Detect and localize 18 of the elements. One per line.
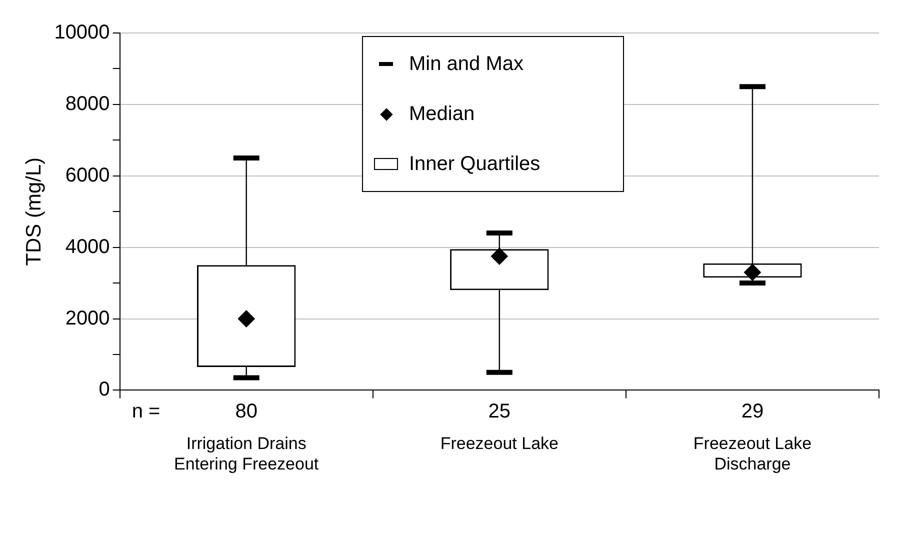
text: n = (132, 400, 160, 423)
x-tick-label: Freezeout Lake (440, 434, 558, 454)
text: 29 (741, 400, 764, 423)
annotation: Min and Max (409, 52, 524, 76)
y-axis-title: TDS (mg/L) (22, 157, 46, 266)
y-tick-label: 10000 (54, 22, 110, 44)
legend-box: Min and Max Median Inner Quartiles (362, 36, 624, 192)
x-tick-label: Irrigation Drains Entering Freezeout (174, 434, 319, 474)
y-tick-label: 0 (98, 378, 110, 401)
y-tick-label: 4000 (65, 236, 110, 258)
annotation: Inner Quartiles (409, 152, 540, 176)
annotation: Median (409, 102, 475, 126)
y-tick-label: 6000 (65, 164, 110, 186)
y-tick-label: 8000 (65, 92, 110, 115)
x-tick-label: Freezeout Lake Discharge (693, 434, 812, 474)
text: 80 (235, 400, 258, 423)
y-tick-label: 2000 (65, 307, 110, 330)
text: 25 (488, 400, 511, 423)
